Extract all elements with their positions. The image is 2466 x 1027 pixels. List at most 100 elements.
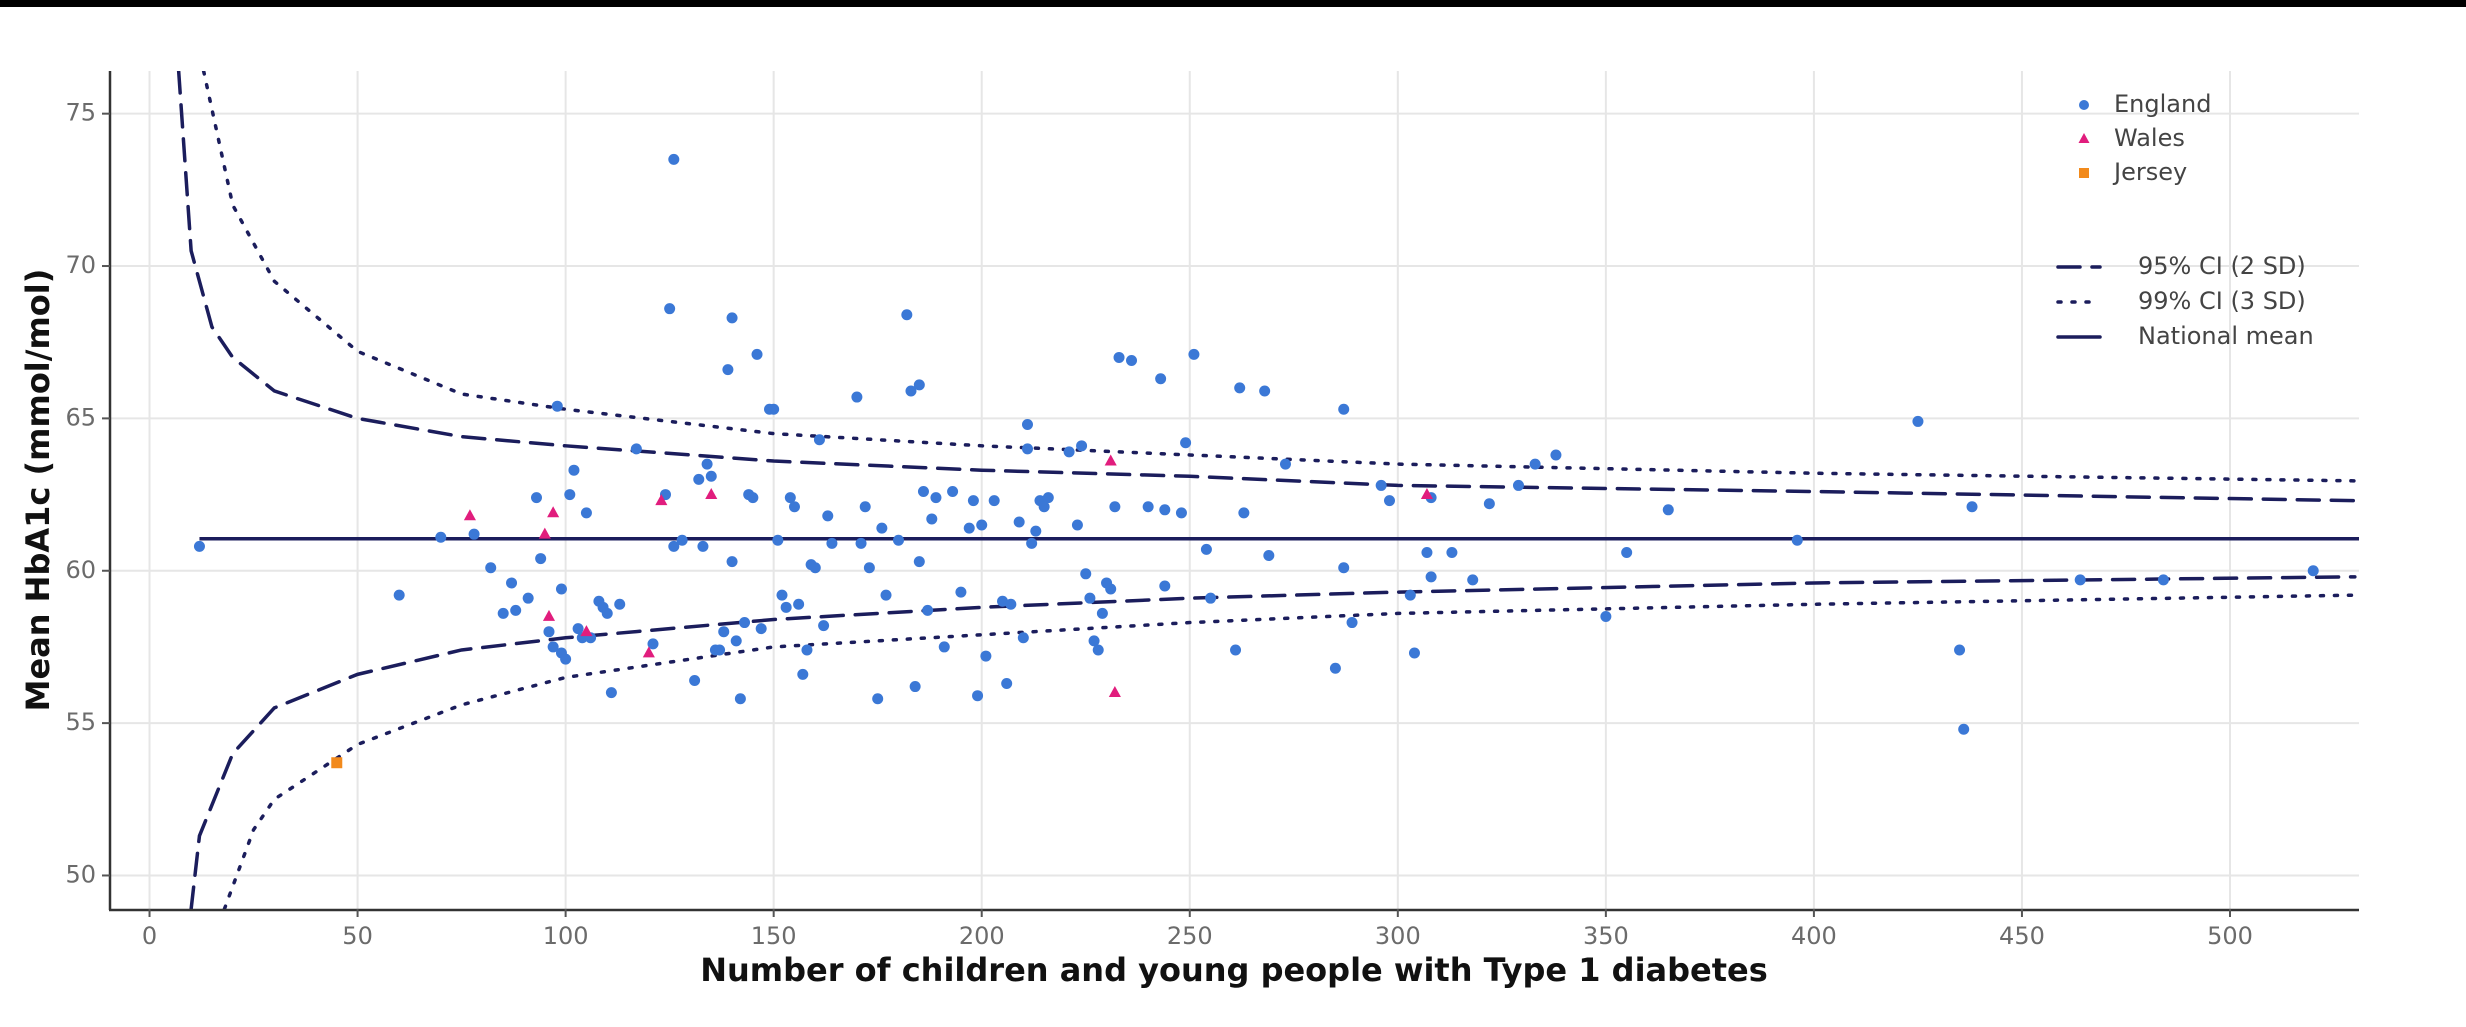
circle-point [393, 589, 405, 601]
circle-point [855, 537, 867, 549]
circle-point [938, 641, 950, 653]
square-point [2079, 168, 2089, 178]
plot-area [176, 71, 2359, 909]
circle-point [2074, 574, 2086, 586]
x-tick-label: 350 [1583, 922, 1629, 950]
ci-upper-line [201, 71, 2357, 483]
y-tick-label: 70 [65, 251, 96, 279]
circle-point [1088, 635, 1100, 647]
circle-point [988, 495, 1000, 507]
circle-point [193, 540, 205, 552]
circle-point [1408, 647, 1420, 659]
y-tick-label: 50 [65, 860, 96, 888]
x-tick-label: 150 [751, 922, 797, 950]
circle-point [1109, 501, 1121, 513]
circle-point [739, 617, 751, 629]
circle-point [893, 534, 905, 546]
circle-point [485, 562, 497, 574]
circle-point [1338, 403, 1350, 415]
circle-point [967, 495, 979, 507]
circle-point [1329, 662, 1341, 674]
circle-point [1550, 449, 1562, 461]
circle-point [1113, 351, 1125, 363]
circle-point [772, 534, 784, 546]
circle-point [1467, 574, 1479, 586]
circle-point [997, 595, 1009, 607]
circle-point [522, 592, 534, 604]
circle-point [1180, 437, 1192, 449]
circle-point [497, 607, 509, 619]
circle-point [1038, 501, 1050, 513]
circle-point [822, 510, 834, 522]
circle-point [734, 693, 746, 705]
circle-point [1425, 571, 1437, 583]
triangle-point [580, 625, 593, 637]
circle-point [872, 693, 884, 705]
circle-point [793, 598, 805, 610]
circle-point [947, 486, 959, 498]
circle-point [801, 644, 813, 656]
circle-point [1030, 525, 1042, 537]
circle-point [976, 519, 988, 531]
triangle-point [1108, 686, 1121, 698]
legend: England Wales Jersey 95% CI (2 SD) 99% CI (3… [2056, 90, 2314, 350]
circle-point [1263, 550, 1275, 562]
circle-point [826, 537, 838, 549]
circle-point [506, 577, 518, 589]
circle-point [1105, 583, 1117, 595]
y-tick-label: 65 [65, 403, 96, 431]
circle-point [726, 312, 738, 324]
circle-point [1966, 501, 1978, 513]
circle-point [784, 492, 796, 504]
triangle-point [655, 494, 668, 506]
circle-point [901, 309, 913, 321]
circle-point [1080, 568, 1092, 580]
grid [110, 71, 2359, 909]
triangle-point [542, 609, 556, 621]
circle-point [530, 492, 542, 504]
circle-point [818, 620, 830, 632]
triangle-point [547, 506, 560, 518]
circle-point [1021, 443, 1033, 455]
circle-point [909, 681, 921, 693]
triangle-point [2078, 133, 2090, 143]
circle-point [1159, 580, 1171, 592]
circle-point [1446, 546, 1458, 558]
circle-point [689, 674, 701, 686]
circle-point [1026, 537, 1038, 549]
circle-point [647, 638, 659, 650]
circle-point [664, 303, 676, 315]
x-tick-label: 50 [342, 922, 373, 950]
x-tick-label: 0 [142, 922, 157, 950]
ci-lower-line [222, 593, 2357, 909]
circle-point [668, 153, 680, 165]
circle-point [880, 589, 892, 601]
circle-point [547, 641, 559, 653]
circle-point [605, 687, 617, 699]
legend-label: 95% CI (2 SD) [2138, 252, 2306, 280]
x-tick-label: 200 [959, 922, 1005, 950]
triangle-point [538, 527, 551, 539]
circle-point [1383, 495, 1395, 507]
circle-point [564, 489, 576, 501]
triangle-point [1104, 454, 1117, 466]
circle-point [1076, 440, 1088, 452]
circle-point [768, 403, 780, 415]
circle-point [751, 348, 763, 360]
circle-point [1063, 446, 1075, 458]
circle-point [955, 586, 967, 598]
circle-point [1421, 546, 1433, 558]
circle-point [697, 540, 709, 552]
circle-point [859, 501, 871, 513]
circle-point [1912, 415, 1924, 427]
top-border [0, 0, 2466, 7]
circle-point [963, 522, 975, 534]
circle-point [913, 379, 925, 391]
circle-point [1188, 348, 1200, 360]
triangle-point [642, 646, 655, 658]
x-tick-label: 400 [1791, 922, 1837, 950]
circle-point [1013, 516, 1025, 528]
triangle-point [463, 509, 476, 521]
circle-point [676, 534, 688, 546]
